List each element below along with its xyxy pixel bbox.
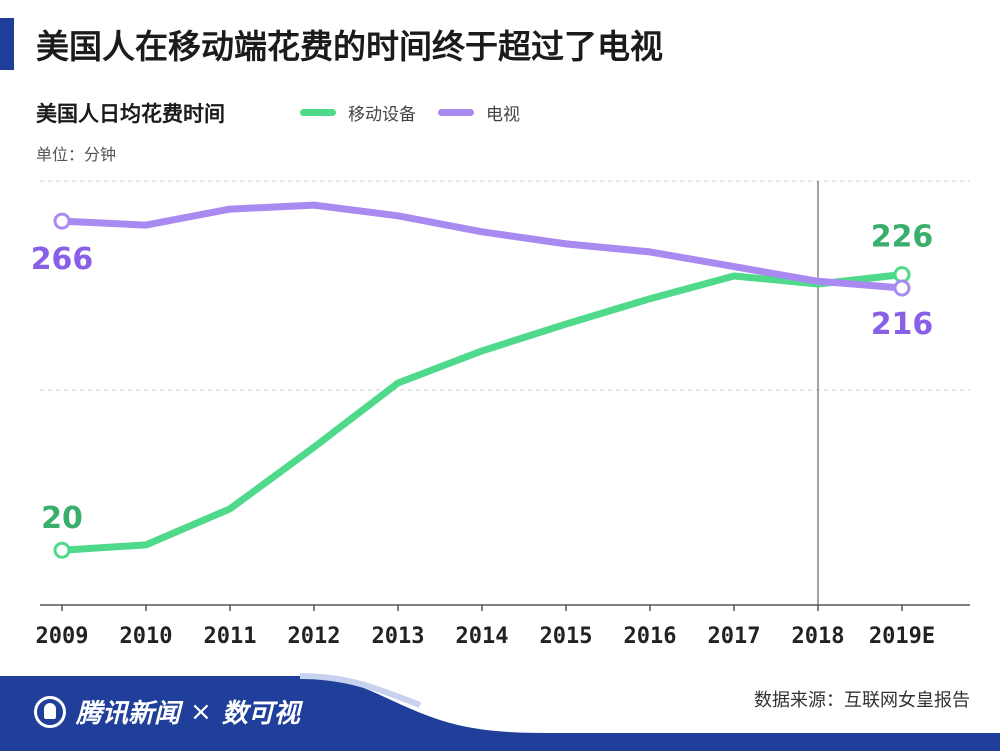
legend-label-tv: 电视 bbox=[486, 105, 520, 125]
page-title: 美国人在移动端花费的时间终于超过了电视 bbox=[36, 27, 663, 66]
x-tick-label-2012: 2012 bbox=[288, 624, 341, 649]
x-tick-label-2013: 2013 bbox=[372, 624, 425, 649]
data-source: 数据来源：互联网女皇报告 bbox=[754, 690, 970, 711]
footer-bottom-strip bbox=[0, 733, 1000, 751]
x-tick-label-2017: 2017 bbox=[708, 624, 761, 649]
partner-name: 数可视 bbox=[221, 699, 300, 729]
title-accent-bar bbox=[0, 18, 14, 70]
series-0-point-2009 bbox=[53, 541, 71, 559]
brand-separator: × bbox=[190, 696, 212, 727]
brand-logo-group: 腾讯新闻 × 数可视 bbox=[34, 693, 300, 730]
data-label-series-0-2019E: 226 bbox=[871, 220, 934, 255]
brand-name: 腾讯新闻 bbox=[76, 699, 181, 729]
x-tick-label-2010: 2010 bbox=[120, 624, 173, 649]
series-1-point-2009 bbox=[53, 212, 71, 230]
series-line-0 bbox=[58, 271, 906, 554]
x-tick-label-2019E: 2019E bbox=[869, 624, 935, 649]
legend-item-tv: 电视 bbox=[438, 100, 520, 125]
chart-subtitle: 美国人日均花费时间 bbox=[36, 102, 225, 126]
x-tick-label-2016: 2016 bbox=[624, 624, 677, 649]
unit-label: 单位：分钟 bbox=[36, 145, 117, 164]
series-line-1 bbox=[58, 201, 906, 292]
data-label-series-1-2019E: 216 bbox=[871, 307, 934, 342]
x-tick-label-2015: 2015 bbox=[540, 624, 593, 649]
chart-legend: 移动设备 电视 bbox=[300, 100, 542, 125]
x-tick-label-2018: 2018 bbox=[792, 624, 845, 649]
x-tick-label-2011: 2011 bbox=[204, 624, 257, 649]
footer-banner-accent bbox=[299, 673, 422, 708]
tencent-news-logo-icon bbox=[34, 695, 66, 728]
x-tick-label-2014: 2014 bbox=[456, 624, 509, 649]
data-label-series-1-2009: 266 bbox=[31, 242, 94, 277]
legend-swatch-tv bbox=[438, 109, 474, 116]
series-1-point-2019E bbox=[893, 279, 911, 297]
data-label-series-0-2009: 20 bbox=[41, 501, 83, 536]
legend-swatch-mobile bbox=[300, 109, 336, 116]
line-chart: 2009 2010 2011 2012 2013 2014 2015 2016 2017 2018… bbox=[31, 180, 970, 649]
legend-label-mobile: 移动设备 bbox=[348, 105, 416, 125]
legend-item-mobile: 移动设备 bbox=[300, 100, 416, 125]
x-tick-label-2009: 2009 bbox=[36, 624, 89, 649]
